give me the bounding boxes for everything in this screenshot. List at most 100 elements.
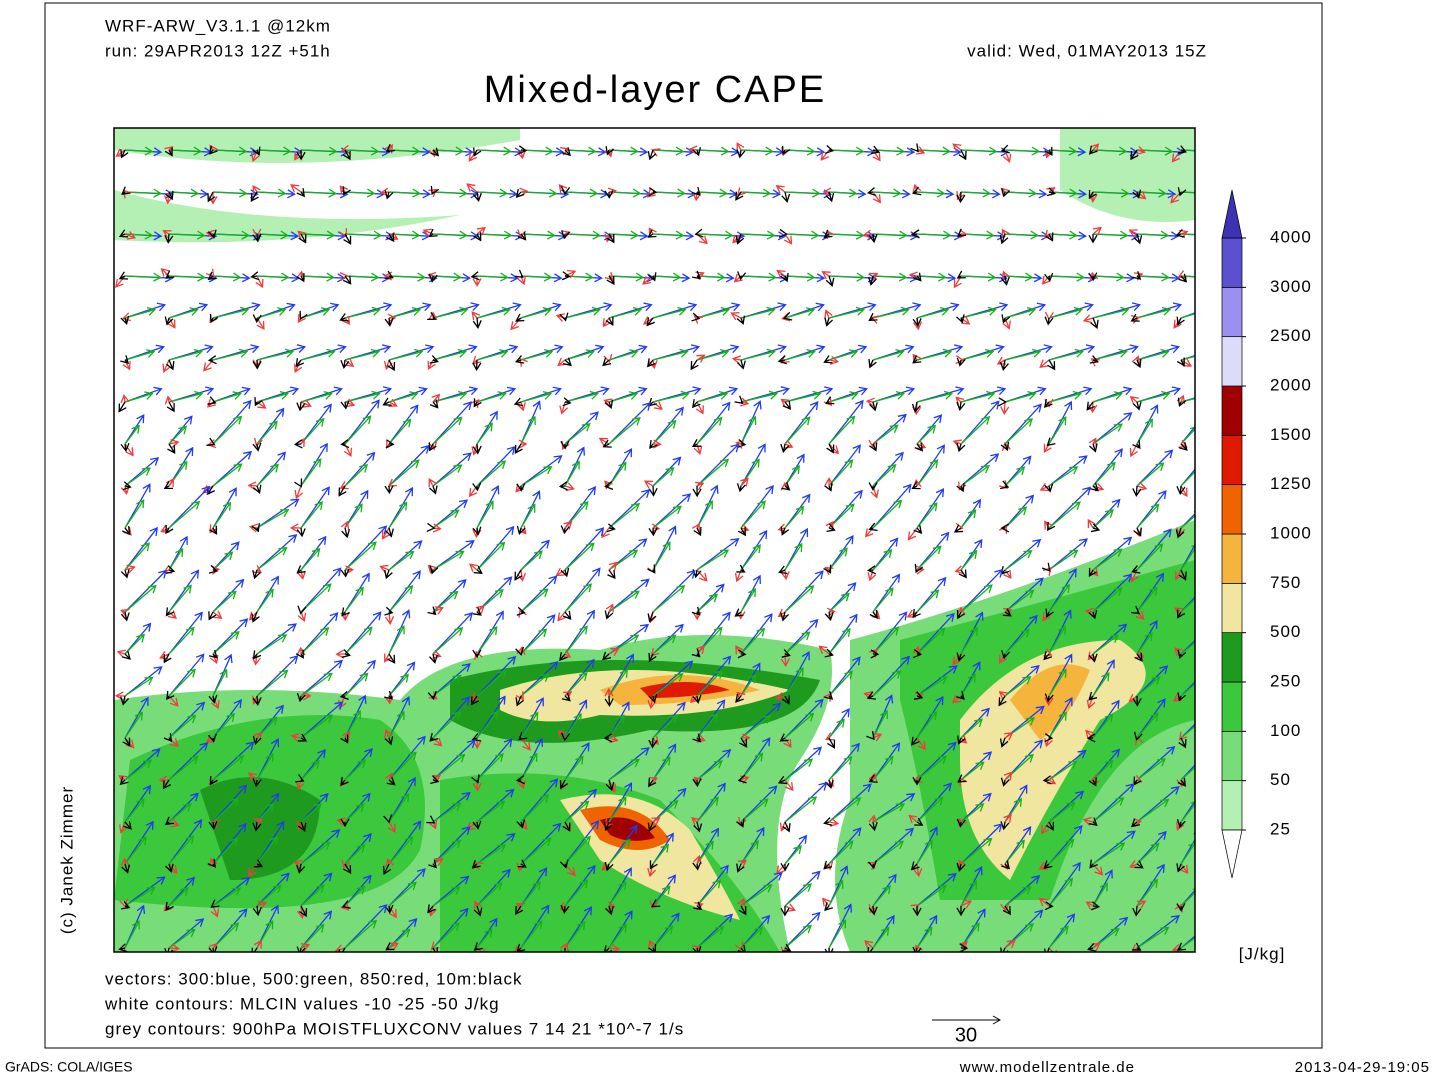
wind-arrow [166,401,175,413]
wind-arrow [518,439,528,449]
wind-arrow [427,312,437,321]
wind-arrow [960,146,998,156]
wind-arrow [1048,825,1083,865]
wind-arrow [693,901,703,911]
wind-arrow [300,691,312,701]
wind-arrow [116,649,127,659]
wind-arrow [780,611,789,622]
wind-arrow [960,509,977,529]
wind-arrow [563,520,573,530]
wind-arrow [432,674,462,697]
wind-arrow [297,230,307,240]
wind-arrow [951,694,962,704]
wind-arrow [603,733,613,743]
wind-arrow [384,904,394,914]
wind-arrow [517,231,527,241]
wind-arrow [696,391,729,403]
wind-arrow [1087,943,1097,952]
wind-arrow [1128,229,1138,238]
wind-arrow [1004,417,1033,445]
wind-arrow [344,272,380,282]
wind-arrow [516,483,526,492]
wind-arrow [432,306,469,319]
wind-arrow [998,690,1008,700]
wind-arrow [168,569,200,613]
wind-arrow [256,534,298,571]
wind-arrow [824,317,834,327]
wind-arrow [564,230,602,240]
wind-arrow [824,144,835,154]
scale-arrow-head [992,1015,1002,1025]
wind-arrow [691,186,701,196]
wind-arrow [252,314,262,324]
wind-arrow [472,317,482,329]
wind-arrow [1048,625,1066,655]
wind-arrow [740,733,751,743]
wind-arrow [168,500,201,529]
wind-arrow [1092,146,1128,156]
wind-arrow [124,584,157,613]
wind-arrow [432,612,474,655]
wind-arrow [960,673,976,697]
wind-arrow [608,391,639,403]
wind-arrow [869,609,878,620]
wind-arrow [384,606,394,616]
wind-arrow [784,272,816,282]
wind-arrow [960,416,991,445]
wind-arrow [608,349,639,361]
wind-arrow [1044,693,1054,703]
wind-arrow [472,482,482,492]
wind-arrow [124,391,154,403]
wind-arrow [1001,650,1010,660]
wind-arrow [120,315,130,325]
wind-arrow [564,482,575,492]
wind-arrow [1089,355,1099,364]
wind-arrow [252,484,262,494]
wind-arrow [872,272,908,282]
wind-arrow [387,653,396,664]
wind-arrow [256,655,299,697]
wind-arrow [606,233,615,244]
wind-arrow [341,527,351,539]
wind-arrow [212,450,253,487]
wind-arrow [780,569,790,581]
color-below [1221,829,1243,879]
wind-arrow [388,792,410,823]
wind-arrow [520,188,558,198]
wind-arrow [296,273,305,283]
wind-arrow [1001,860,1011,870]
wind-arrow [1048,416,1067,445]
wind-arrow [296,188,305,198]
wind-arrow [652,466,675,487]
wind-arrow [778,565,788,575]
wind-arrow [1039,482,1050,492]
wind-arrow [427,606,437,616]
wind-arrow [1045,232,1054,242]
wind-arrow [168,835,195,865]
wind-arrow [1004,732,1014,741]
wind-arrow [1001,188,1011,198]
wind-arrow [167,317,176,329]
wind-arrow [476,788,515,823]
wind-arrow [252,233,262,243]
wind-arrow [1082,314,1094,324]
wind-arrow [429,485,438,495]
wind-arrow [1045,821,1055,831]
wind-arrow [207,355,217,365]
wind-arrow [1131,355,1141,365]
wind-arrow [608,549,639,571]
wind-arrow [696,188,728,198]
wind-arrow [300,803,323,823]
wind-arrow [1180,191,1195,194]
wind-arrow [520,550,543,571]
wind-arrow [695,401,704,415]
wind-arrow [781,145,791,156]
wind-arrow [1136,712,1159,739]
wind-arrow [1178,273,1188,283]
wind-arrow [1048,668,1067,697]
wind-arrow [168,755,199,781]
wind-arrow [515,646,525,656]
wind-arrow [608,648,620,656]
wind-arrow [122,481,132,491]
wind-arrow [382,863,392,876]
